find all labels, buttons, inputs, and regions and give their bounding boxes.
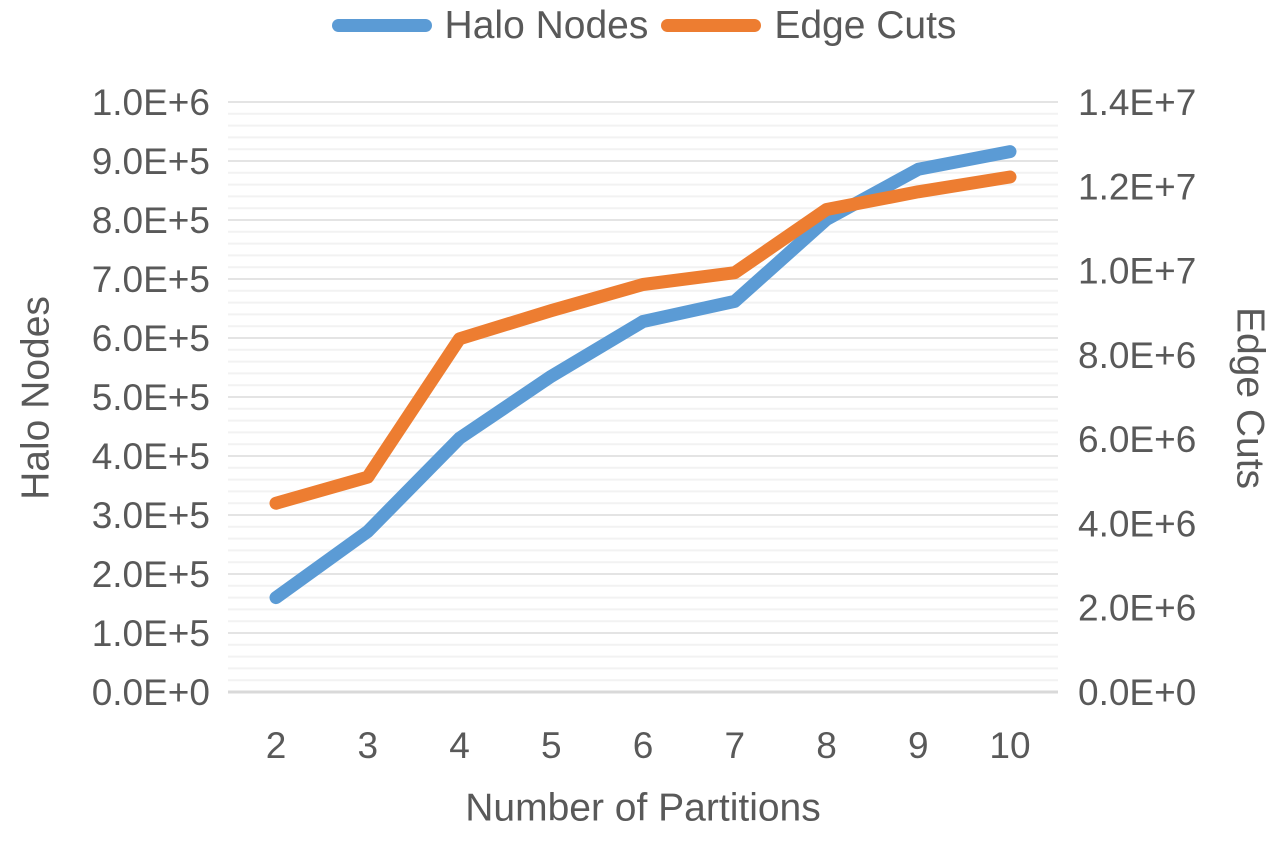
- svg-text:10: 10: [989, 725, 1030, 766]
- svg-text:3: 3: [357, 725, 378, 766]
- svg-text:1.2E+7: 1.2E+7: [1078, 166, 1196, 207]
- svg-text:6.0E+5: 6.0E+5: [92, 318, 210, 359]
- svg-text:5: 5: [541, 725, 562, 766]
- legend-label-halo-nodes: Halo Nodes: [444, 4, 649, 47]
- svg-text:7.0E+5: 7.0E+5: [92, 259, 210, 300]
- svg-text:4.0E+6: 4.0E+6: [1078, 503, 1196, 544]
- svg-text:1.4E+7: 1.4E+7: [1078, 82, 1196, 123]
- svg-text:1.0E+6: 1.0E+6: [92, 82, 210, 123]
- svg-text:4.0E+5: 4.0E+5: [92, 436, 210, 477]
- svg-text:2.0E+6: 2.0E+6: [1078, 588, 1196, 629]
- legend-item-edge-cuts: Edge Cuts: [661, 6, 956, 45]
- chart-legend: Halo Nodes Edge Cuts: [0, 6, 1288, 45]
- svg-text:9: 9: [908, 725, 929, 766]
- svg-text:6: 6: [633, 725, 654, 766]
- svg-text:1.0E+5: 1.0E+5: [92, 613, 210, 654]
- legend-label-edge-cuts: Edge Cuts: [774, 4, 957, 47]
- legend-swatch-edge-cuts: [661, 19, 762, 32]
- svg-text:1.0E+7: 1.0E+7: [1078, 251, 1196, 292]
- svg-text:2.0E+5: 2.0E+5: [92, 554, 210, 595]
- svg-text:6.0E+6: 6.0E+6: [1078, 419, 1196, 460]
- svg-text:0.0E+0: 0.0E+0: [1078, 672, 1196, 713]
- svg-text:2: 2: [266, 725, 287, 766]
- legend-item-halo-nodes: Halo Nodes: [331, 4, 649, 47]
- svg-text:8: 8: [816, 725, 837, 766]
- svg-text:9.0E+5: 9.0E+5: [92, 141, 210, 182]
- svg-text:8.0E+6: 8.0E+6: [1078, 335, 1196, 376]
- svg-text:8.0E+5: 8.0E+5: [92, 200, 210, 241]
- svg-text:3.0E+5: 3.0E+5: [92, 495, 210, 536]
- svg-text:0.0E+0: 0.0E+0: [92, 672, 210, 713]
- svg-text:4: 4: [449, 725, 470, 766]
- svg-text:5.0E+5: 5.0E+5: [92, 377, 210, 418]
- legend-swatch-halo-nodes: [331, 19, 432, 32]
- x-axis-title: Number of Partitions: [465, 786, 821, 830]
- svg-text:7: 7: [724, 725, 745, 766]
